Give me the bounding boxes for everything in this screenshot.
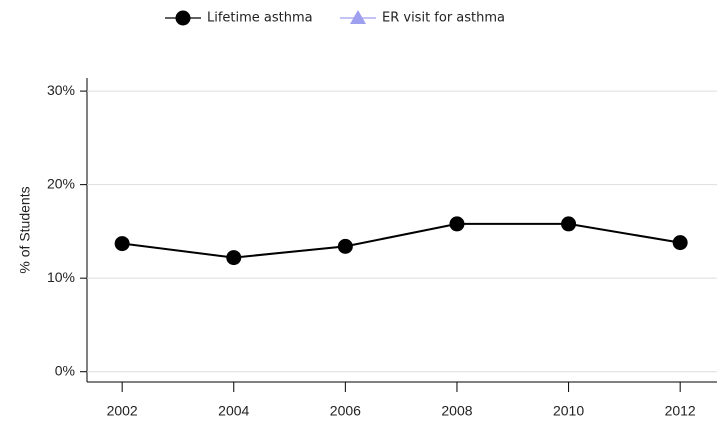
- legend-text: Lifetime asthma: [207, 11, 313, 26]
- y-axis-label: % of Students: [17, 186, 33, 273]
- x-tick-label: 2008: [441, 403, 472, 419]
- x-tick-label: 2012: [665, 403, 696, 419]
- y-tick-label: 30%: [47, 82, 75, 98]
- legend-text: ER visit for asthma: [382, 11, 505, 26]
- legend-marker: [350, 10, 366, 24]
- x-tick-label: 2010: [553, 403, 584, 419]
- legend-marker: [175, 10, 191, 26]
- data-point: [226, 250, 242, 266]
- data-point: [449, 216, 465, 232]
- x-tick-label: 2002: [107, 403, 138, 419]
- y-tick-label: 20%: [47, 175, 75, 191]
- series-line: [122, 222, 681, 259]
- data-point: [561, 216, 577, 232]
- y-tick-label: 0%: [55, 362, 75, 378]
- y-tick-label: 10%: [47, 269, 75, 285]
- data-point: [114, 236, 130, 252]
- data-point: [672, 235, 688, 251]
- x-tick-label: 2004: [218, 403, 249, 419]
- x-tick-label: 2006: [330, 403, 361, 419]
- data-point: [337, 238, 353, 254]
